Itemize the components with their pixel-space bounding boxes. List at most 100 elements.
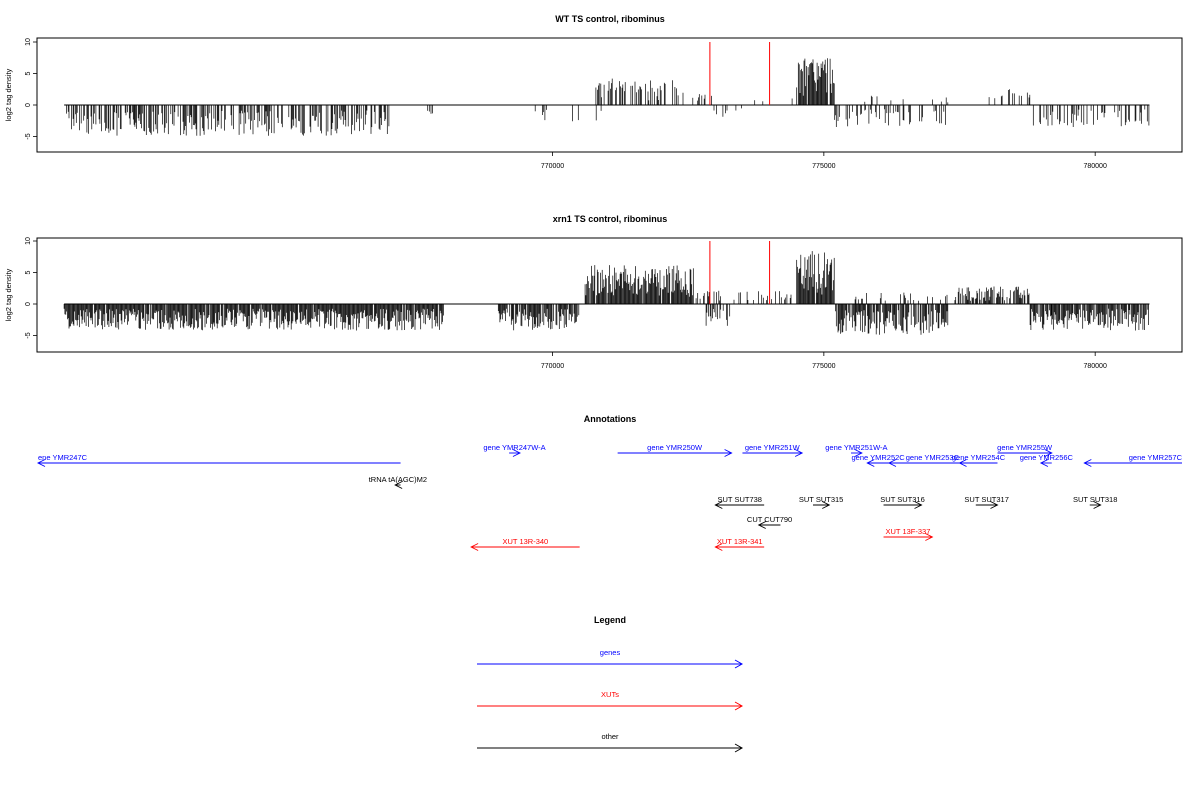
annotations-panel: Annotations ene YMR247C gene YMR247W-A gen… <box>36 414 1183 551</box>
feature-label: gene YMR252C <box>851 453 905 462</box>
feature-arrowhead <box>854 449 863 457</box>
xrn1-y-axis-label: log2 tag density <box>4 268 13 321</box>
feature-label: gene YMR257C <box>1129 453 1183 462</box>
legend-title: Legend <box>594 615 626 625</box>
wt-plot-frame <box>36 37 1183 153</box>
feature-label: XUT 13R-340 <box>503 537 549 546</box>
legend-item-xuts: XUTs <box>477 690 744 711</box>
feature-arrowhead <box>470 543 479 551</box>
xrn1-track-panel: xrn1 TS control, ribominus log2 tag densi… <box>4 214 1183 370</box>
feature-label: gene YMR253C <box>906 453 960 462</box>
legend-panel: Legend genes XUTs other <box>477 615 744 753</box>
legend-label: genes <box>600 648 621 657</box>
feature-sut-sut317: SUT SUT317 <box>964 495 1009 509</box>
y-tick-label: 0 <box>25 302 32 306</box>
legend-label: XUTs <box>601 690 619 699</box>
feature-label: SUT SUT317 <box>964 495 1008 504</box>
feature-ene-ymr247c: ene YMR247C <box>36 453 401 467</box>
feature-label: tRNA tA(AGC)M2 <box>369 475 427 484</box>
feature-arrowhead <box>512 449 521 457</box>
legend-item-genes: genes <box>477 648 744 669</box>
feature-label: gene YMR254C <box>952 453 1006 462</box>
y-tick-label: 10 <box>25 38 32 46</box>
feature-sut-sut738: SUT SUT738 <box>714 495 765 509</box>
annotations-title: Annotations <box>584 414 637 424</box>
x-tick-label: 780000 <box>1083 163 1106 170</box>
feature-label: ene YMR247C <box>38 453 88 462</box>
feature-gene-ymr251w-a: gene YMR251W-A <box>825 443 888 457</box>
feature-gene-ymr247w-a: gene YMR247W-A <box>483 443 546 457</box>
xrn1-chart-title: xrn1 TS control, ribominus <box>553 214 668 224</box>
wt-y-axis-label: log2 tag density <box>4 68 13 121</box>
y-tick-label: 10 <box>25 237 32 245</box>
wt-track-panel: WT TS control, ribominus log2 tag density… <box>4 14 1183 170</box>
feature-label: gene YMR250W <box>647 443 703 452</box>
feature-sut-sut318: SUT SUT318 <box>1073 495 1117 509</box>
feature-xut-13r-340: XUT 13R-340 <box>470 537 580 551</box>
feature-label: SUT SUT316 <box>880 495 924 504</box>
y-tick-label: 5 <box>25 270 32 274</box>
feature-arrowhead <box>714 501 723 509</box>
xrn1-density-bars <box>63 251 1149 335</box>
feature-arrowhead <box>990 501 999 509</box>
y-tick-label: -5 <box>25 332 32 338</box>
feature-arrowhead <box>724 449 733 457</box>
feature-arrowhead <box>394 481 403 489</box>
feature-arrowhead <box>714 543 723 551</box>
legend-arrowhead <box>734 701 744 711</box>
feature-label: gene YMR255W <box>997 443 1053 452</box>
feature-label: gene YMR251W-A <box>825 443 887 452</box>
feature-gene-ymr255w: gene YMR255W <box>997 443 1053 457</box>
feature-xut-13f-337: XUT 13F-337 <box>883 527 934 541</box>
feature-gene-ymr256c: gene YMR256C <box>1020 453 1074 467</box>
feature-sut-sut315: SUT SUT315 <box>799 495 843 509</box>
wt-chart-title: WT TS control, ribominus <box>555 14 665 24</box>
feature-arrowhead <box>866 459 875 467</box>
feature-label: XUT 13R-341 <box>717 537 763 546</box>
feature-label: gene YMR256C <box>1020 453 1074 462</box>
feature-arrowhead <box>925 533 934 541</box>
y-tick-label: 0 <box>25 103 32 107</box>
legend-item-other: other <box>477 732 744 753</box>
feature-gene-ymr251w: gene YMR251W <box>742 443 804 457</box>
xrn1-plot-frame <box>36 237 1183 353</box>
feature-arrowhead <box>1093 501 1102 509</box>
feature-label: SUT SUT738 <box>718 495 762 504</box>
feature-arrowhead <box>1039 459 1049 467</box>
legend-arrowhead <box>734 659 744 669</box>
x-tick-label: 775000 <box>812 363 835 370</box>
feature-label: SUT SUT315 <box>799 495 843 504</box>
feature-label: XUT 13F-337 <box>886 527 931 536</box>
x-tick-label: 770000 <box>541 163 564 170</box>
feature-gene-ymr252c: gene YMR252C <box>851 453 905 467</box>
feature-trna-ta-agc-m2: tRNA tA(AGC)M2 <box>369 475 427 489</box>
feature-cut-cut790: CUT CUT790 <box>747 515 792 529</box>
wt-density-bars <box>66 58 1150 136</box>
feature-arrowhead <box>914 501 923 509</box>
feature-label: CUT CUT790 <box>747 515 792 524</box>
feature-label: gene YMR251W <box>745 443 801 452</box>
feature-arrowhead <box>794 449 804 457</box>
feature-label: SUT SUT318 <box>1073 495 1117 504</box>
feature-arrowhead <box>757 521 766 529</box>
feature-xut-13r-341: XUT 13R-341 <box>714 537 765 551</box>
feature-arrowhead <box>36 459 46 467</box>
legend-arrowhead <box>734 743 744 753</box>
feature-arrowhead <box>1083 459 1092 467</box>
feature-arrowhead <box>958 459 967 467</box>
y-tick-label: -5 <box>25 133 32 139</box>
feature-gene-ymr257c: gene YMR257C <box>1083 453 1183 467</box>
y-tick-label: 5 <box>25 71 32 75</box>
x-tick-label: 770000 <box>541 363 564 370</box>
feature-arrowhead <box>822 501 831 509</box>
feature-label: gene YMR247W-A <box>483 443 545 452</box>
legend-label: other <box>601 732 619 741</box>
feature-arrowhead <box>887 459 897 467</box>
x-tick-label: 780000 <box>1083 363 1106 370</box>
feature-sut-sut316: SUT SUT316 <box>880 495 925 509</box>
feature-gene-ymr254c: gene YMR254C <box>952 453 1006 467</box>
feature-arrowhead <box>1044 449 1053 457</box>
feature-gene-ymr250w: gene YMR250W <box>617 443 733 457</box>
x-tick-label: 775000 <box>812 163 835 170</box>
